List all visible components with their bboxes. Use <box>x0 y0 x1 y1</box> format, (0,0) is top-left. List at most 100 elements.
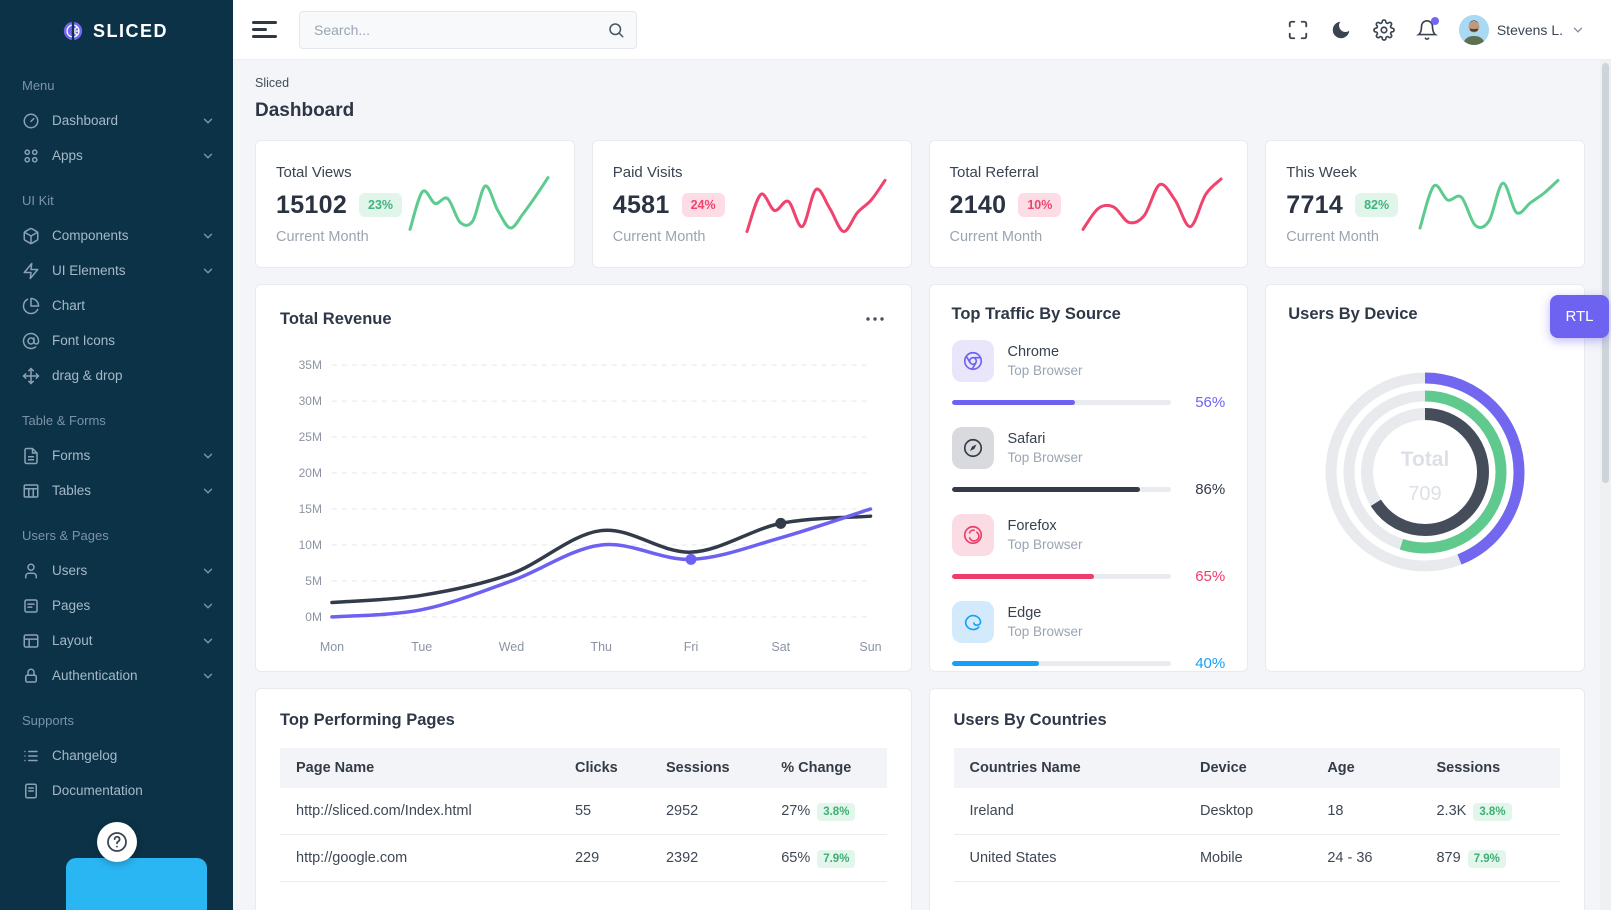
card-title: Users By Countries <box>953 711 1107 729</box>
fullscreen-button[interactable] <box>1287 19 1309 41</box>
svg-text:Tue: Tue <box>411 640 432 654</box>
settings-button[interactable] <box>1372 18 1395 41</box>
middle-row: Total Revenue 0M 5M 10M 15M 20M 25M 30M 35M Mon T… <box>255 284 1585 672</box>
traffic-percent: 56% <box>1195 394 1226 411</box>
sidebar-item-authentication[interactable]: Authentication <box>0 658 233 693</box>
stat-badge: 82% <box>1355 193 1399 217</box>
sidebar-item-layout[interactable]: Layout <box>0 623 233 658</box>
sidebar-item-label: Font Icons <box>52 333 116 348</box>
sidebar-item-label: Forms <box>52 448 91 463</box>
stat-value: 2140 <box>949 190 1007 219</box>
stat-badge: 24% <box>681 193 725 217</box>
change-badge: 3.8% <box>1473 803 1512 821</box>
sidebar-section-label: Users & Pages <box>22 528 109 543</box>
traffic-source-sub: Top Browser <box>1007 537 1083 552</box>
sidebar-item-apps[interactable]: Apps <box>0 138 233 173</box>
table-row[interactable]: http://google.com 229 2392 65% 7.9% <box>280 834 887 882</box>
column-header[interactable]: Countries Name <box>953 748 1184 788</box>
column-header[interactable]: % Change <box>765 748 887 788</box>
sidebar-item-pages[interactable]: Pages <box>0 588 233 623</box>
column-header[interactable]: Device <box>1183 748 1312 788</box>
column-header[interactable]: Sessions <box>1420 748 1560 788</box>
sessions-value: 879 <box>1436 850 1461 866</box>
sidebar-item-forms[interactable]: Forms <box>0 438 233 473</box>
column-header[interactable]: Sessions <box>649 748 766 788</box>
sidebar-item-changelog[interactable]: Changelog <box>0 738 233 773</box>
svg-text:Total: Total <box>1401 448 1450 471</box>
breadcrumb[interactable]: Sliced <box>255 76 290 90</box>
search-box <box>299 10 637 49</box>
lock-icon <box>22 667 40 685</box>
page-name-cell: http://sliced.com/Index.html <box>280 788 559 835</box>
svg-text:15M: 15M <box>299 502 322 516</box>
progress-track <box>951 487 1172 492</box>
sidebar-item-tables[interactable]: Tables <box>0 473 233 508</box>
user-menu[interactable]: Stevens L. <box>1458 14 1585 45</box>
chevron-down-icon <box>201 599 215 613</box>
chevron-down-icon <box>201 149 215 163</box>
scrollbar-thumb[interactable] <box>1602 63 1609 483</box>
sidebar-item-documentation[interactable]: Documentation <box>0 773 233 808</box>
table-row[interactable]: United States Mobile 24 - 36 879 7.9% <box>953 834 1560 882</box>
svg-text:35M: 35M <box>299 358 322 372</box>
sessions-cell: 2.3K 3.8% <box>1420 788 1560 835</box>
brand-logo[interactable]: SLICED <box>0 0 233 48</box>
sidebar-item-dashboard[interactable]: Dashboard <box>0 103 233 138</box>
sparkline-chart <box>408 176 550 231</box>
stat-caption: Current Month <box>949 228 1043 245</box>
progress-track <box>951 574 1172 579</box>
page-name-cell: http://google.com <box>280 834 559 882</box>
search-icon[interactable] <box>607 21 625 39</box>
change-value: 65% <box>781 850 811 866</box>
search-input[interactable] <box>299 10 637 49</box>
edge-icon <box>951 601 994 643</box>
stat-badge: 23% <box>359 193 403 217</box>
traffic-item-chrome: Chrome Top Browser 56% <box>951 340 1226 411</box>
device-donut-chart: Total 709 <box>1325 372 1525 572</box>
card-menu-button[interactable] <box>863 307 887 331</box>
moon-icon <box>1330 19 1352 41</box>
rtl-toggle-button[interactable]: RTL <box>1550 295 1609 338</box>
menu-toggle-button[interactable] <box>252 17 277 42</box>
dark-mode-button[interactable] <box>1330 19 1352 41</box>
gear-icon <box>1372 18 1395 41</box>
column-header[interactable]: Clicks <box>558 748 650 788</box>
scrollbar[interactable] <box>1600 60 1611 910</box>
pie-chart-icon <box>22 297 40 315</box>
sidebar-item-components[interactable]: Components <box>0 218 233 253</box>
device-cell: Desktop <box>1183 788 1312 835</box>
main-area: Stevens L. Sliced Dashboard Total Views … <box>233 0 1611 910</box>
chevron-down-icon <box>201 449 215 463</box>
pages-table: Page Name Clicks Sessions % Change http:… <box>280 748 887 882</box>
help-button[interactable] <box>96 822 137 862</box>
sidebar-item-label: Users <box>52 563 88 578</box>
stat-card-paid-visits: Paid Visits 4581 24% Current Month <box>591 140 912 268</box>
svg-text:0M: 0M <box>305 610 322 624</box>
traffic-source-name: Edge <box>1007 605 1042 621</box>
traffic-item-forefox: Forefox Top Browser 65% <box>951 514 1225 585</box>
traffic-percent: 86% <box>1195 481 1226 498</box>
stat-card-this-week: This Week 7714 82% Current Month <box>1265 140 1585 268</box>
firefox-icon <box>951 514 994 556</box>
brand-name: SLICED <box>93 20 169 41</box>
sidebar-item-drag-drop[interactable]: drag & drop <box>0 358 233 393</box>
column-header[interactable]: Age <box>1311 748 1421 788</box>
at-sign-icon <box>22 332 40 350</box>
traffic-by-source-card: Top Traffic By Source Chrome Top Browser <box>928 284 1249 672</box>
sessions-cell: 879 7.9% <box>1420 834 1560 882</box>
sidebar-item-ui-elements[interactable]: UI Elements <box>0 253 233 288</box>
citrus-slice-logo-icon <box>62 20 84 42</box>
table-row[interactable]: http://sliced.com/Index.html 55 2952 27%… <box>280 788 887 835</box>
clicks-cell: 229 <box>558 834 650 882</box>
svg-text:Sun: Sun <box>859 640 881 654</box>
sidebar-promo-card[interactable] <box>66 858 207 910</box>
svg-text:Thu: Thu <box>590 640 612 654</box>
top-performing-pages-card: Top Performing Pages Page Name Clicks Se… <box>255 688 912 910</box>
table-row[interactable]: Ireland Desktop 18 2.3K 3.8% <box>953 788 1560 835</box>
sidebar-item-font-icons[interactable]: Font Icons <box>0 323 233 358</box>
stat-title: Total Views <box>276 163 352 181</box>
column-header[interactable]: Page Name <box>280 748 559 788</box>
sidebar-item-chart[interactable]: Chart <box>0 288 233 323</box>
sidebar-item-users[interactable]: Users <box>0 553 233 588</box>
notifications-button[interactable] <box>1415 16 1439 41</box>
